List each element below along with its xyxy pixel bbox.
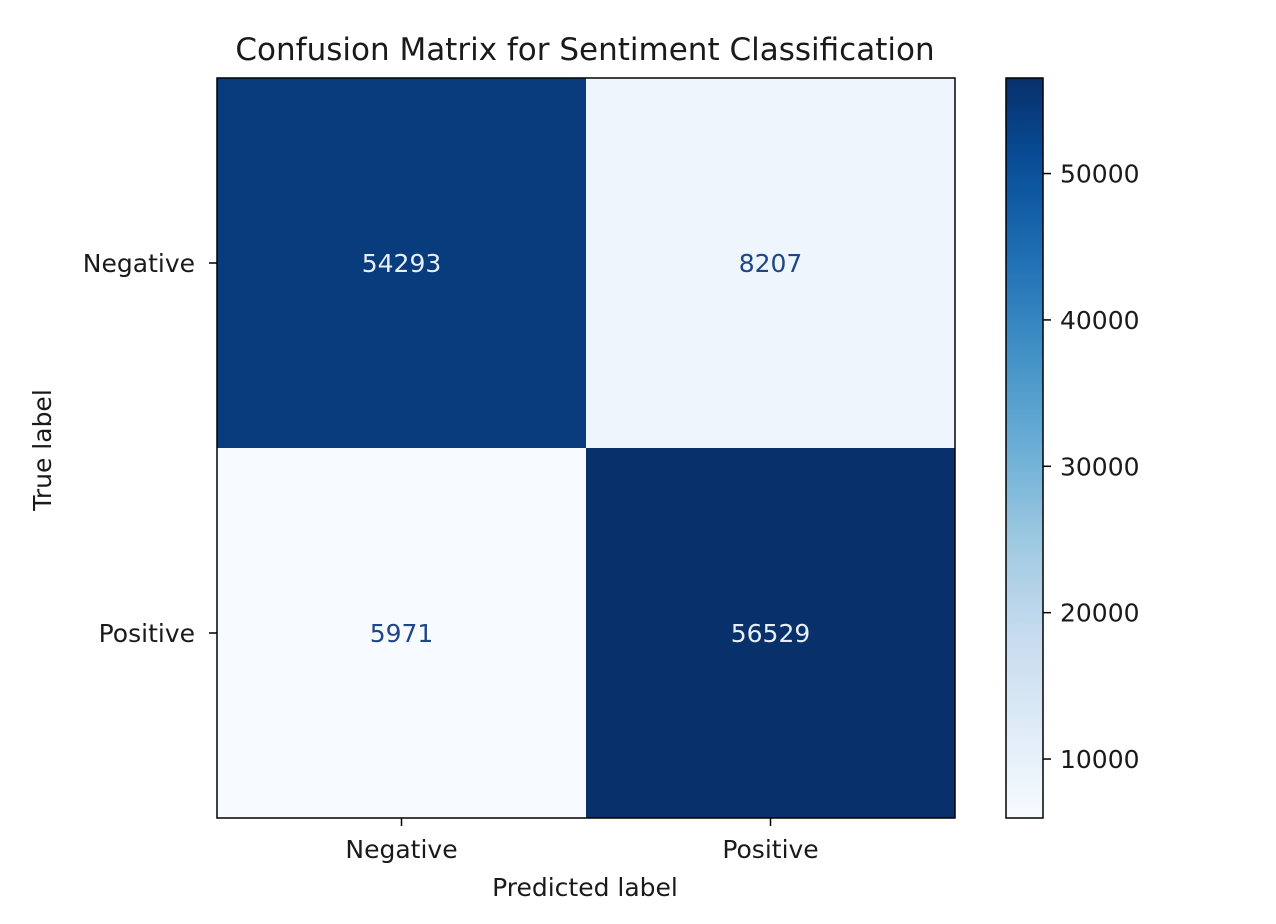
matrix-cell [217, 448, 586, 818]
y-axis-ticks: Negative Positive [83, 249, 217, 648]
x-axis-label: Predicted label [492, 873, 678, 902]
colorbar-tick-label: 40000 [1060, 306, 1140, 335]
y-tick-label: Negative [83, 249, 195, 278]
cell-value-label: 5971 [370, 619, 434, 648]
colorbar-ticks: 10000 20000 30000 40000 50000 [1043, 160, 1140, 774]
y-axis-label: True label [28, 389, 57, 512]
x-tick-label: Negative [345, 835, 457, 864]
x-tick-label: Positive [722, 835, 818, 864]
matrix-cells [217, 78, 955, 818]
colorbar-tick-label: 30000 [1060, 452, 1140, 481]
matrix-cell-labels: 54293 8207 5971 56529 [362, 249, 811, 648]
y-tick-label: Positive [99, 619, 195, 648]
colorbar-tick-label: 20000 [1060, 599, 1140, 628]
cell-value-label: 54293 [362, 249, 442, 278]
matrix-cell [217, 78, 586, 448]
plot-frame [216, 77, 956, 819]
chart-title: Confusion Matrix for Sentiment Classific… [235, 32, 934, 68]
x-axis-ticks: Negative Positive [345, 818, 819, 864]
matrix-cell [586, 448, 955, 818]
cell-value-label: 56529 [731, 619, 811, 648]
colorbar [1005, 77, 1044, 819]
colorbar-tick-label: 10000 [1060, 745, 1140, 774]
cell-value-label: 8207 [739, 249, 803, 278]
colorbar-tick-label: 50000 [1060, 160, 1140, 189]
matrix-cell [586, 78, 955, 448]
